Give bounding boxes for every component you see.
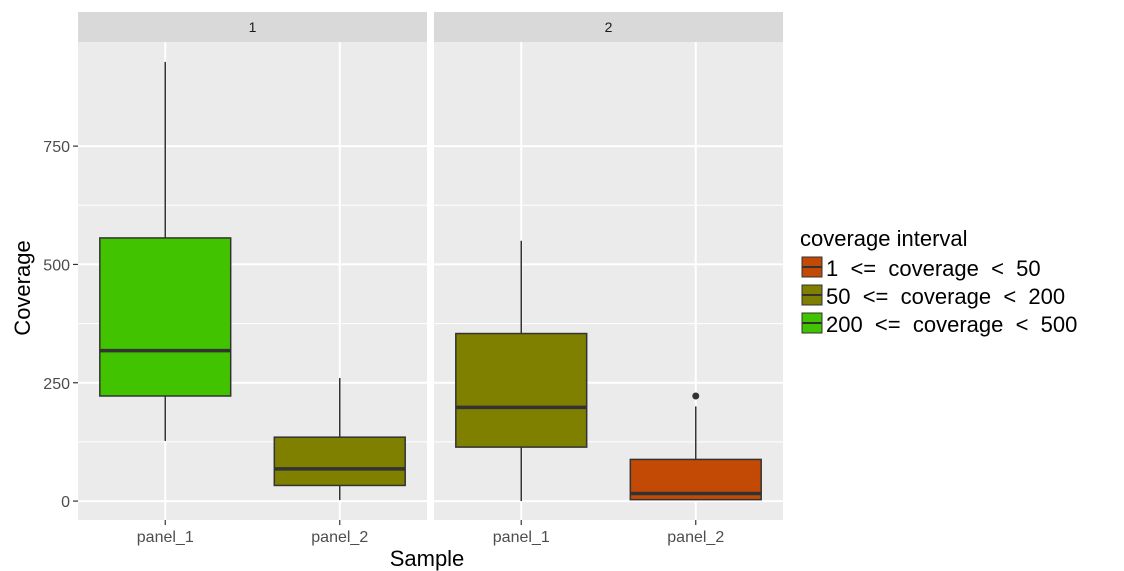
legend-item-label: 1 <= coverage < 50 [826,256,1041,281]
box-body [99,237,232,397]
facet-panel-1: 1 panel_1 panel_2 [78,12,427,546]
y-tick-label: 250 [43,376,70,393]
y-tick-label: 500 [43,257,70,274]
x-tick-label: panel_1 [137,529,194,546]
facet-panel-2: 2 panel_1 panel_2 [434,12,783,546]
box-body [273,436,406,487]
facet-strip-label: 1 [249,19,257,35]
box-body [455,332,588,448]
legend-title: coverage interval [800,226,968,251]
legend-item: 1 <= coverage < 50 [801,256,1041,281]
outlier-point [692,392,700,400]
x-tick-label: panel_2 [667,529,724,546]
y-axis: 0 250 500 750 [43,139,78,511]
legend-item-label: 200 <= coverage < 500 [826,312,1077,337]
panels-layer: 1 panel_1 panel_2 2 panel_1 panel_2 [78,12,783,546]
y-axis-title: Coverage [10,240,35,335]
facet-strip [434,12,783,42]
panel-background [434,42,783,520]
x-axis-title: Sample [390,546,465,571]
box-panel_2 [629,392,762,501]
facet-strip [78,12,427,42]
box-panel_1 [99,61,232,441]
x-tick-label: panel_1 [493,529,550,546]
y-tick-label: 750 [43,139,70,156]
x-tick-label: panel_2 [311,529,368,546]
box-panel_1 [455,240,588,502]
y-tick-label: 0 [61,494,70,511]
legend-item: 200 <= coverage < 500 [801,312,1077,337]
legend: coverage interval 1 <= coverage < 50 50 <… [800,226,1077,337]
box-panel_2 [273,378,406,501]
facet-strip-label: 2 [605,19,613,35]
legend-item: 50 <= coverage < 200 [801,284,1065,309]
legend-item-label: 50 <= coverage < 200 [826,284,1065,309]
